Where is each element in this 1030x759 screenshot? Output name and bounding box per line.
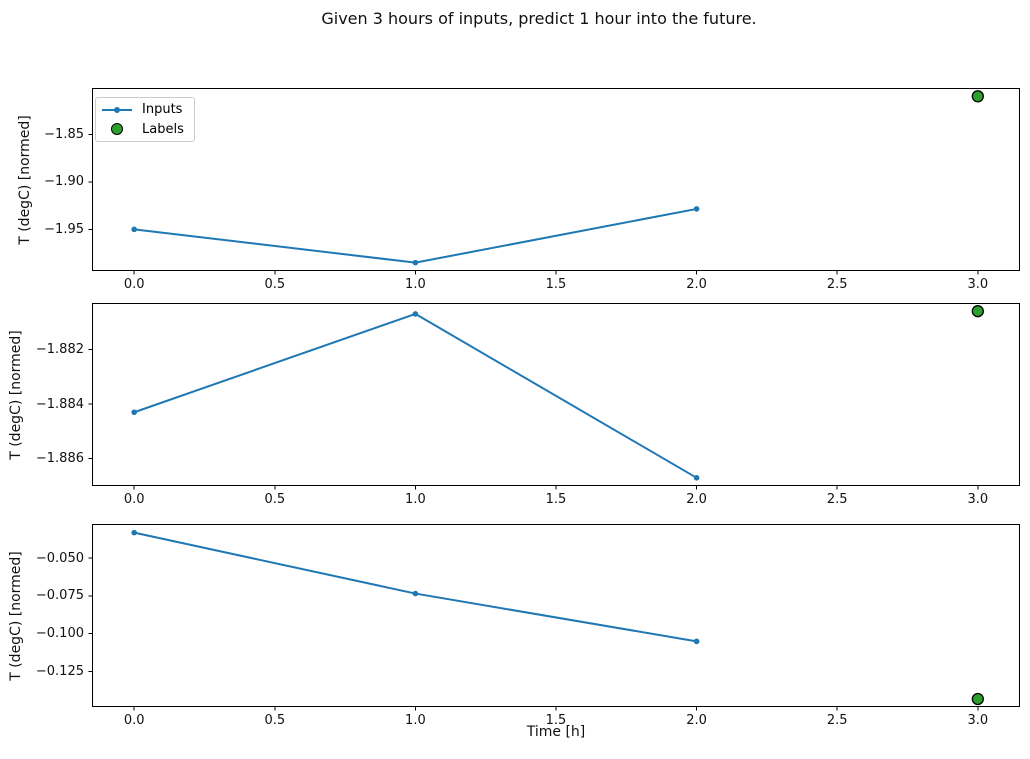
subplot-3-inputs-line: [133, 531, 698, 643]
subplot-1-xtick-label: 0.5: [264, 277, 286, 292]
chart-title: Given 3 hours of inputs, predict 1 hour …: [321, 9, 757, 28]
subplot-1-inputs-point: [693, 206, 700, 212]
subplot-1-xtick-label: 2.0: [686, 277, 707, 292]
labels-swatch-wrap: [102, 120, 132, 139]
subplot-1-inputs-point: [412, 259, 419, 266]
subplot-2-xtick-label: 1.5: [545, 492, 567, 507]
subplot-2-ytick-label: −1.882: [35, 341, 84, 357]
legend: Inputs Labels: [95, 97, 195, 142]
subplot-1-ytick-label: −1.90: [44, 174, 84, 190]
legend-item-labels: Labels: [102, 120, 188, 139]
subplot-3-xtick-label: 2.0: [686, 713, 707, 728]
subplot-1-xtick-label: 0.0: [123, 277, 145, 292]
subplot-2-inputs-point: [693, 475, 700, 481]
subplot-3-ytick-label: −0.050: [35, 550, 84, 566]
subplot-3-ytick-label: −0.125: [35, 663, 84, 679]
subplot-2-y-axis-title: T (degC) [normed]: [8, 329, 24, 460]
subplot-1-y-axis-title: T (degC) [normed]: [17, 114, 33, 245]
x-axis-title: Time [h]: [526, 724, 586, 740]
labels-marker-swatch-icon: [111, 123, 123, 136]
subplot-1-ytick-label: −1.95: [44, 221, 84, 237]
subplot-3-inputs-point: [693, 638, 700, 645]
subplot-2-labels-point: [971, 305, 984, 318]
subplot-2-xtick-label: 0.5: [264, 492, 286, 507]
subplot-2-ytick-label: −1.884: [35, 396, 84, 412]
subplot-1-xtick-label: 1.0: [405, 277, 426, 292]
subplot-3-xtick-label: 1.0: [405, 713, 426, 728]
subplot-3-xtick-label: 1.5: [545, 713, 567, 728]
inputs-line-swatch-icon: [102, 100, 132, 119]
subplot-3-inputs-point: [412, 590, 419, 597]
subplot-2-ytick-label: −1.886: [35, 451, 84, 467]
legend-label-inputs: Inputs: [142, 102, 183, 118]
subplot-1-labels-point: [971, 90, 984, 103]
legend-item-inputs: Inputs: [102, 100, 188, 119]
subplot-2-xtick-label: 3.0: [967, 492, 989, 507]
subplot-3-ytick-label: −0.100: [35, 626, 84, 642]
subplot-2-inputs-point: [131, 409, 137, 416]
subplot-3-inputs-point: [131, 529, 137, 536]
subplot-2-xtick-label: 2.0: [686, 492, 707, 507]
subplot-3-labels-point: [971, 692, 984, 706]
subplot-1-ytick-label: −1.85: [44, 126, 84, 142]
subplot-2-xtick-label: 0.0: [123, 492, 145, 507]
inputs-marker-sample: [114, 106, 120, 113]
subplot-3-xtick-label: 0.0: [123, 713, 145, 728]
subplot-1-frame: [92, 88, 1020, 271]
subplot-3-xtick-label: 3.0: [967, 713, 989, 728]
subplot-2-xtick-label: 2.5: [826, 492, 848, 507]
subplot-3-xtick-label: 0.5: [264, 713, 286, 728]
subplot-2-inputs-point: [412, 311, 419, 317]
subplot-1-xtick-label: 2.5: [826, 277, 848, 292]
subplot-3-y-axis-title: T (degC) [normed]: [8, 550, 24, 681]
legend-label-labels: Labels: [142, 121, 184, 137]
subplot-3-frame: [92, 524, 1020, 707]
subplot-3-ytick-label: −0.075: [35, 588, 84, 604]
subplot-1-inputs-point: [131, 226, 137, 233]
subplot-1-xtick-label: 1.5: [545, 277, 567, 292]
subplot-2-inputs-line: [133, 312, 698, 479]
subplot-1-inputs-line: [133, 207, 698, 264]
subplot-2-xtick-label: 1.0: [405, 492, 426, 507]
subplot-3-xtick-label: 2.5: [826, 713, 848, 728]
subplot-2-frame: [92, 303, 1020, 486]
subplot-1-xtick-label: 3.0: [967, 277, 989, 292]
